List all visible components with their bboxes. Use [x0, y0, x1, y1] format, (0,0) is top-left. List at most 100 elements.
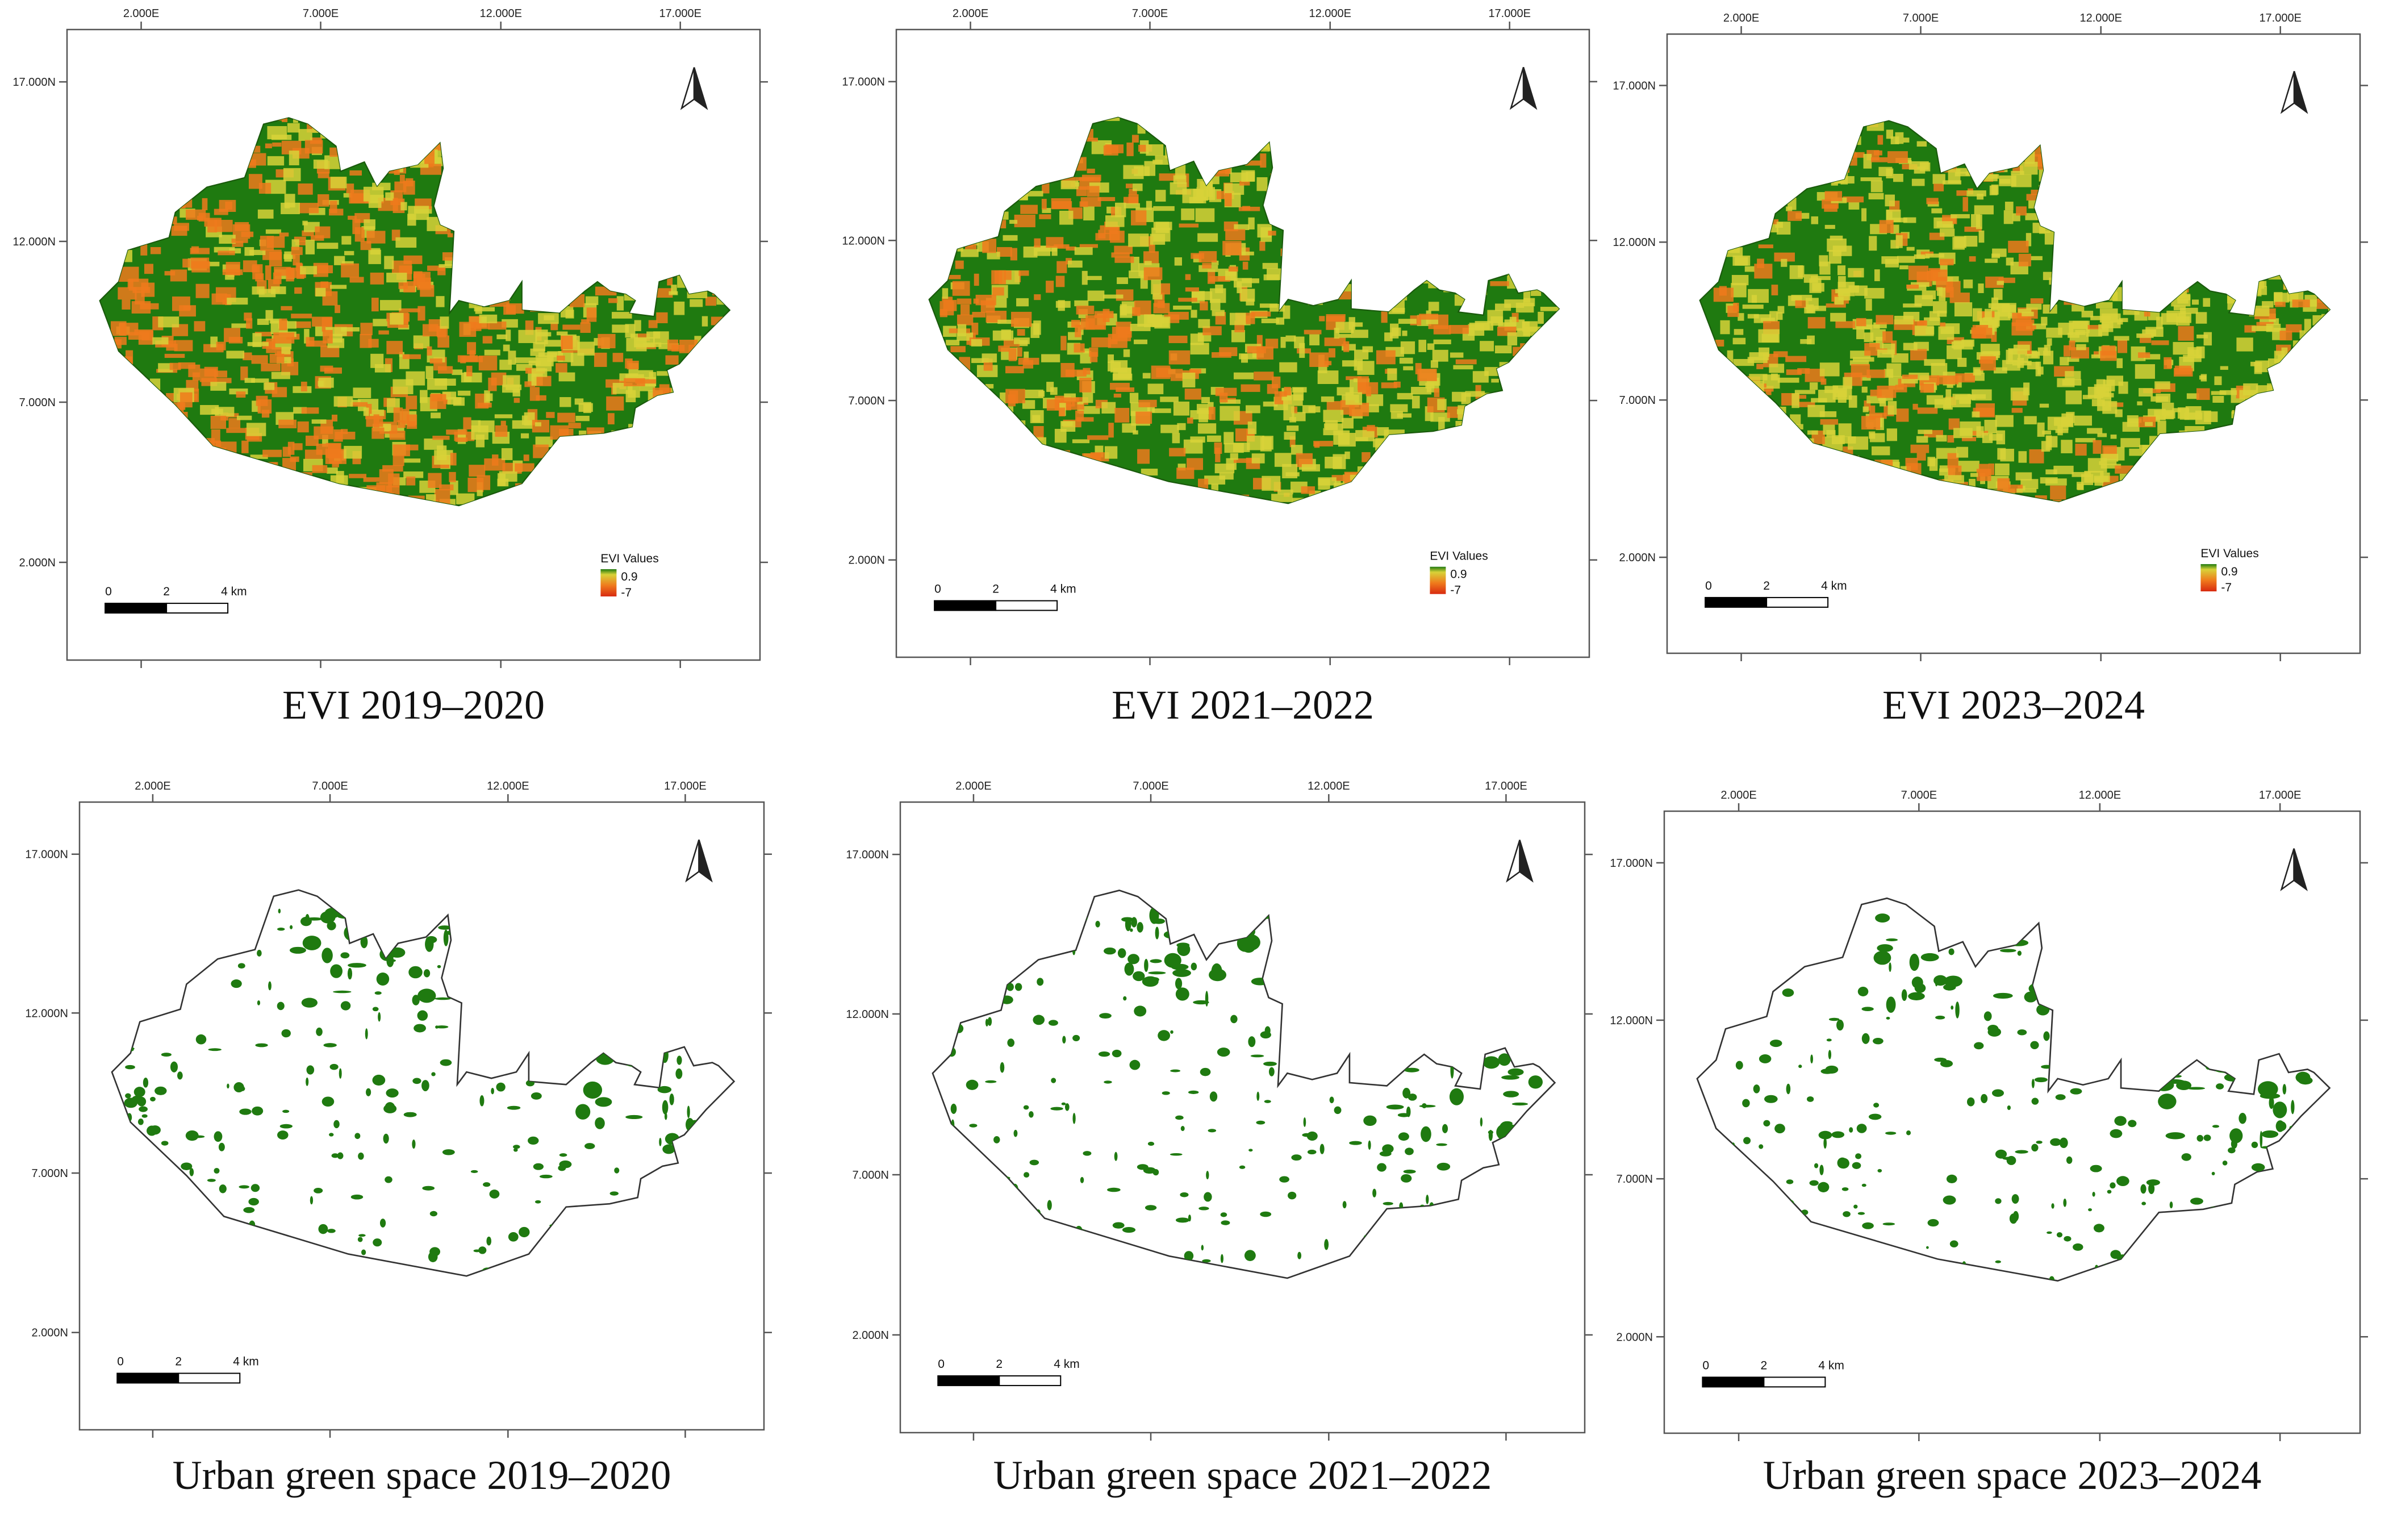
- x-tick-label: 7.000E: [1903, 12, 1939, 24]
- x-tick-label: 12.000E: [2079, 789, 2121, 802]
- scale-bar-label: 4 km: [1054, 1358, 1080, 1371]
- scale-bar-label: 2: [992, 583, 999, 596]
- study-area-boundary: [1696, 897, 2331, 1282]
- scale-bar: 0 2 4 km: [934, 583, 1076, 611]
- scale-bar-label: 4 km: [233, 1355, 259, 1368]
- x-tick-label: 2.000E: [1720, 789, 1756, 802]
- scale-bar: 0 2 4 km: [116, 1355, 259, 1384]
- scale-bar-label: 0: [1705, 579, 1712, 592]
- scale-bar: 0 2 4 km: [937, 1358, 1080, 1387]
- scale-bar-label: 0: [1702, 1359, 1709, 1372]
- scale-bar-label: 0: [105, 585, 112, 598]
- study-area-map: [932, 890, 1556, 1279]
- panel-caption: EVI 2021–2022: [1112, 682, 1374, 728]
- x-tick-label: 17.000E: [1488, 7, 1531, 20]
- legend-title: EVI Values: [1430, 550, 1488, 563]
- map-svg: 2.000E 7.000E 12.000E 17.000E 17.000N 12.000N…: [842, 7, 1597, 665]
- panel-caption: Urban green space 2021–2022: [993, 1453, 1492, 1498]
- x-tick-label: 2.000E: [953, 7, 988, 20]
- x-tick-label: 7.000E: [1901, 789, 1937, 802]
- map-panel-2: 2.000E 7.000E 12.000E 17.000E 17.000N 12.000N…: [842, 7, 1597, 756]
- scale-bar-label: 4 km: [1050, 583, 1076, 596]
- legend-min-label: -7: [2221, 581, 2232, 594]
- y-tick-label: 2.000N: [32, 1327, 69, 1339]
- legend-min-label: -7: [1450, 584, 1461, 597]
- north-arrow-icon: [2280, 71, 2308, 114]
- boundary-outline: [99, 117, 731, 507]
- legend-max-label: 0.9: [2221, 565, 2237, 578]
- y-tick-label: 12.000N: [842, 235, 885, 247]
- y-tick-label: 2.000N: [19, 557, 56, 569]
- map-panel-6: 2.000E 7.000E 12.000E 17.000E 17.000N 12.000N…: [1610, 789, 2368, 1526]
- legend-min-label: -7: [621, 586, 632, 599]
- y-tick-label: 7.000N: [849, 395, 886, 407]
- y-tick-label: 12.000N: [846, 1008, 889, 1021]
- scale-bar-label: 2: [1761, 1359, 1768, 1372]
- legend-title: EVI Values: [2200, 547, 2258, 560]
- scale-bar: 0 2 4 km: [1702, 1359, 1844, 1388]
- scale-bar-label: 0: [117, 1355, 124, 1368]
- scale-bar-label: 4 km: [1818, 1359, 1844, 1372]
- evi-legend: EVI Values 0.9 -7: [600, 552, 659, 599]
- north-arrow-icon: [2280, 848, 2308, 891]
- map-panel-4: 2.000E 7.000E 12.000E 17.000E 17.000N 12.000N…: [25, 780, 772, 1526]
- y-tick-label: 17.000N: [842, 76, 885, 89]
- study-area-boundary: [932, 890, 1556, 1279]
- scale-bar-label: 4 km: [221, 585, 247, 598]
- x-tick-label: 2.000E: [135, 780, 170, 792]
- y-tick-label: 12.000N: [1613, 236, 1656, 249]
- map-panel-3: 2.000E 7.000E 12.000E 17.000E 17.000N 12.000N…: [1613, 12, 2368, 756]
- x-tick-label: 2.000E: [955, 780, 991, 792]
- x-tick-label: 12.000E: [1309, 7, 1351, 20]
- x-tick-label: 17.000E: [1485, 780, 1527, 792]
- y-tick-label: 7.000N: [853, 1169, 889, 1182]
- panel-caption: EVI 2019–2020: [282, 682, 545, 728]
- x-tick-label: 7.000E: [1132, 7, 1168, 20]
- map-svg: 2.000E 7.000E 12.000E 17.000E 17.000N 12.000N…: [1613, 12, 2368, 661]
- y-tick-label: 2.000N: [853, 1329, 889, 1342]
- north-arrow-icon: [1509, 66, 1538, 110]
- x-tick-label: 2.000E: [123, 7, 159, 20]
- y-tick-label: 7.000N: [32, 1167, 69, 1180]
- x-tick-label: 7.000E: [303, 7, 339, 20]
- legend-max-label: 0.9: [1450, 568, 1467, 581]
- scale-bar-label: 0: [938, 1358, 945, 1371]
- scale-bar: 0 2 4 km: [1705, 579, 1847, 608]
- map-frame: [1663, 810, 2361, 1434]
- y-tick-label: 17.000N: [12, 76, 56, 89]
- legend-title: EVI Values: [600, 552, 658, 565]
- scale-bar: 0 2 4 km: [105, 585, 247, 614]
- map-frame: [78, 801, 765, 1431]
- x-tick-label: 12.000E: [479, 7, 522, 20]
- scale-bar-label: 2: [996, 1358, 1003, 1371]
- evi-legend: EVI Values 0.9 -7: [1430, 550, 1488, 597]
- scale-bar-label: 4 km: [1821, 579, 1847, 592]
- legend-max-label: 0.9: [621, 570, 637, 583]
- map-frame: [1666, 33, 2361, 654]
- y-tick-label: 7.000N: [1617, 1173, 1653, 1186]
- map-svg: 2.000E 7.000E 12.000E 17.000E 17.000N 12.000N…: [25, 780, 772, 1438]
- x-tick-label: 12.000E: [2079, 12, 2122, 24]
- panel-caption: Urban green space 2023–2024: [1763, 1453, 2262, 1498]
- evi-legend: EVI Values 0.9 -7: [2200, 547, 2259, 594]
- panel-caption: Urban green space 2019–2020: [172, 1453, 671, 1498]
- x-tick-label: 12.000E: [1308, 780, 1350, 792]
- y-tick-label: 12.000N: [1610, 1015, 1653, 1027]
- scale-bar-label: 2: [163, 585, 170, 598]
- y-tick-label: 2.000N: [1617, 1331, 1653, 1343]
- x-tick-label: 17.000E: [664, 780, 707, 792]
- map-frame: [899, 801, 1586, 1434]
- y-tick-label: 17.000N: [1613, 80, 1656, 92]
- x-tick-label: 12.000E: [487, 780, 529, 792]
- y-tick-label: 17.000N: [846, 849, 889, 861]
- panel-caption: EVI 2023–2024: [1882, 682, 2145, 728]
- y-tick-label: 7.000N: [1619, 394, 1656, 407]
- y-tick-label: 2.000N: [849, 554, 886, 567]
- x-tick-label: 17.000E: [2259, 12, 2302, 24]
- x-tick-label: 17.000E: [659, 7, 701, 20]
- y-tick-label: 17.000N: [25, 849, 68, 861]
- map-frame: [66, 28, 761, 661]
- map-frame: [895, 28, 1590, 658]
- study-area-map: [1696, 897, 2331, 1282]
- y-tick-label: 2.000N: [1619, 552, 1656, 564]
